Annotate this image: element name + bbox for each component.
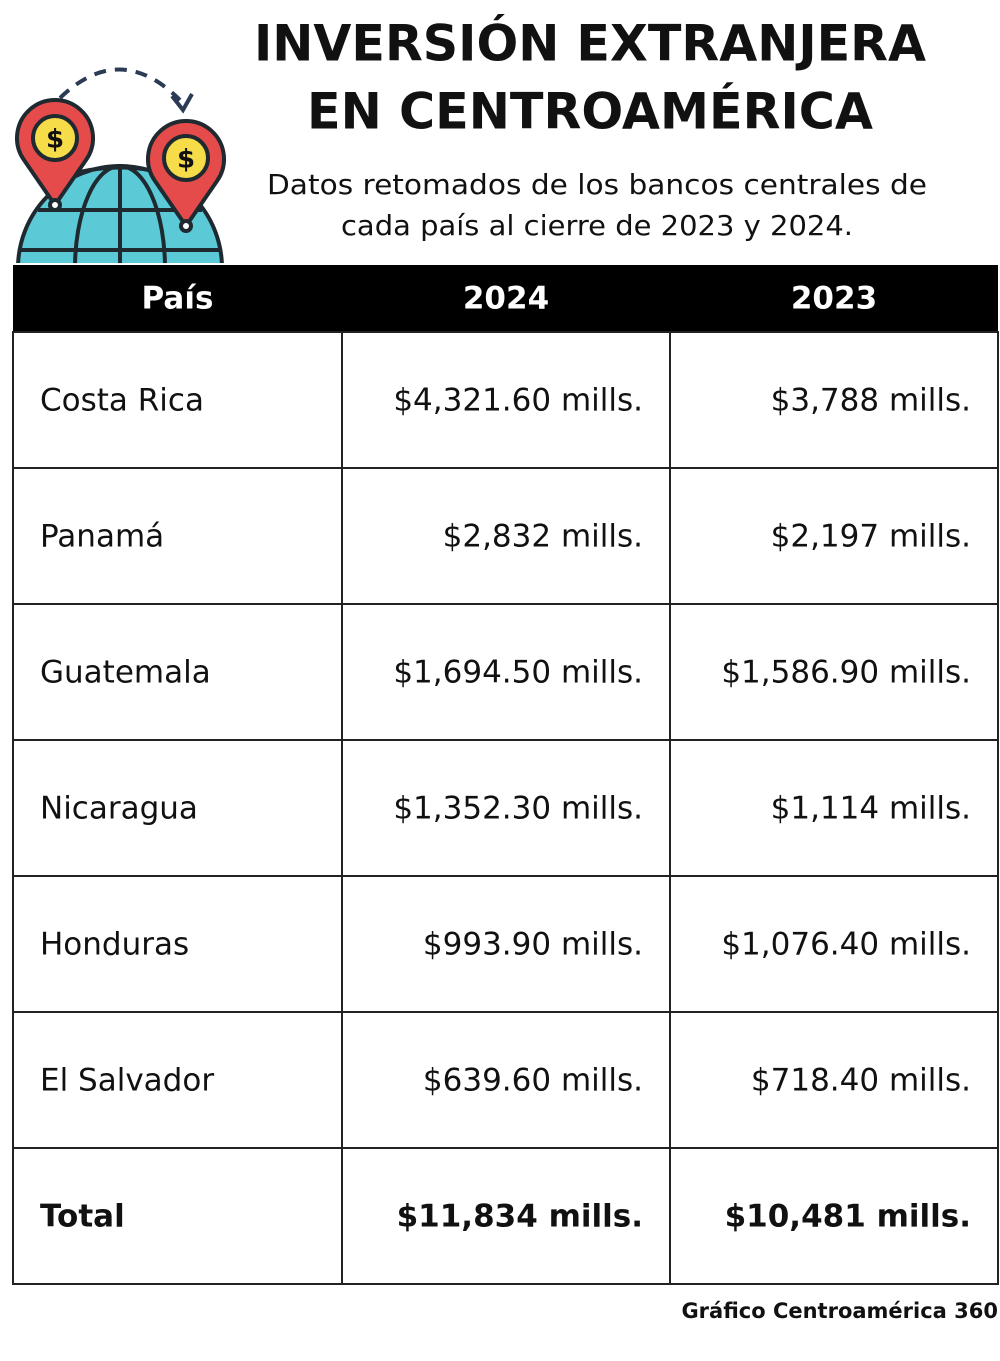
table-cell: Guatemala xyxy=(40,655,211,691)
table-cell: $639.60 mills. xyxy=(423,1063,643,1099)
table-cell: $2,197 mills. xyxy=(771,519,971,555)
table-cell: $993.90 mills. xyxy=(423,927,643,963)
total-cell: Total xyxy=(40,1199,125,1235)
table-row xyxy=(12,739,999,877)
title: INVERSIÓN EXTRANJERA xyxy=(254,14,926,73)
table-cell: $1,114 mills. xyxy=(771,791,971,827)
table-cell: $1,352.30 mills. xyxy=(393,791,643,827)
table-row xyxy=(12,467,999,605)
subtitle: Datos retomados de los bancos centrales … xyxy=(267,168,927,201)
table-cell: $3,788 mills. xyxy=(771,383,971,419)
table-cell: $718.40 mills. xyxy=(751,1063,971,1099)
globe-icon: $ $ xyxy=(15,67,226,263)
table-cell: Nicaragua xyxy=(40,791,198,827)
table-cell: $1,076.40 mills. xyxy=(721,927,971,963)
title: EN CENTROAMÉRICA xyxy=(307,82,873,141)
table-cell: Costa Rica xyxy=(40,383,204,419)
table-cell: El Salvador xyxy=(40,1063,214,1099)
table-cell: Honduras xyxy=(40,927,189,963)
subtitle: cada país al cierre de 2023 y 2024. xyxy=(341,209,853,242)
column-header: 2024 xyxy=(463,281,549,317)
footer: Gráfico Centroamérica 360 xyxy=(681,1299,998,1323)
total-row xyxy=(12,1147,999,1285)
total-cell: $10,481 mills. xyxy=(725,1199,971,1235)
table-cell: $1,694.50 mills. xyxy=(393,655,643,691)
column-header: País xyxy=(142,281,214,317)
svg-text:$: $ xyxy=(177,145,195,175)
table-cell: $4,321.60 mills. xyxy=(393,383,643,419)
column-header: 2023 xyxy=(791,281,877,317)
table-cell: Panamá xyxy=(40,519,164,555)
table-row xyxy=(12,875,999,1013)
total-cell: $11,834 mills. xyxy=(397,1199,643,1235)
table-cell: $1,586.90 mills. xyxy=(721,655,971,691)
table-row xyxy=(12,603,999,741)
table-row xyxy=(12,331,999,469)
table-cell: $2,832 mills. xyxy=(443,519,643,555)
table-header xyxy=(13,265,998,332)
svg-text:$: $ xyxy=(46,125,64,155)
